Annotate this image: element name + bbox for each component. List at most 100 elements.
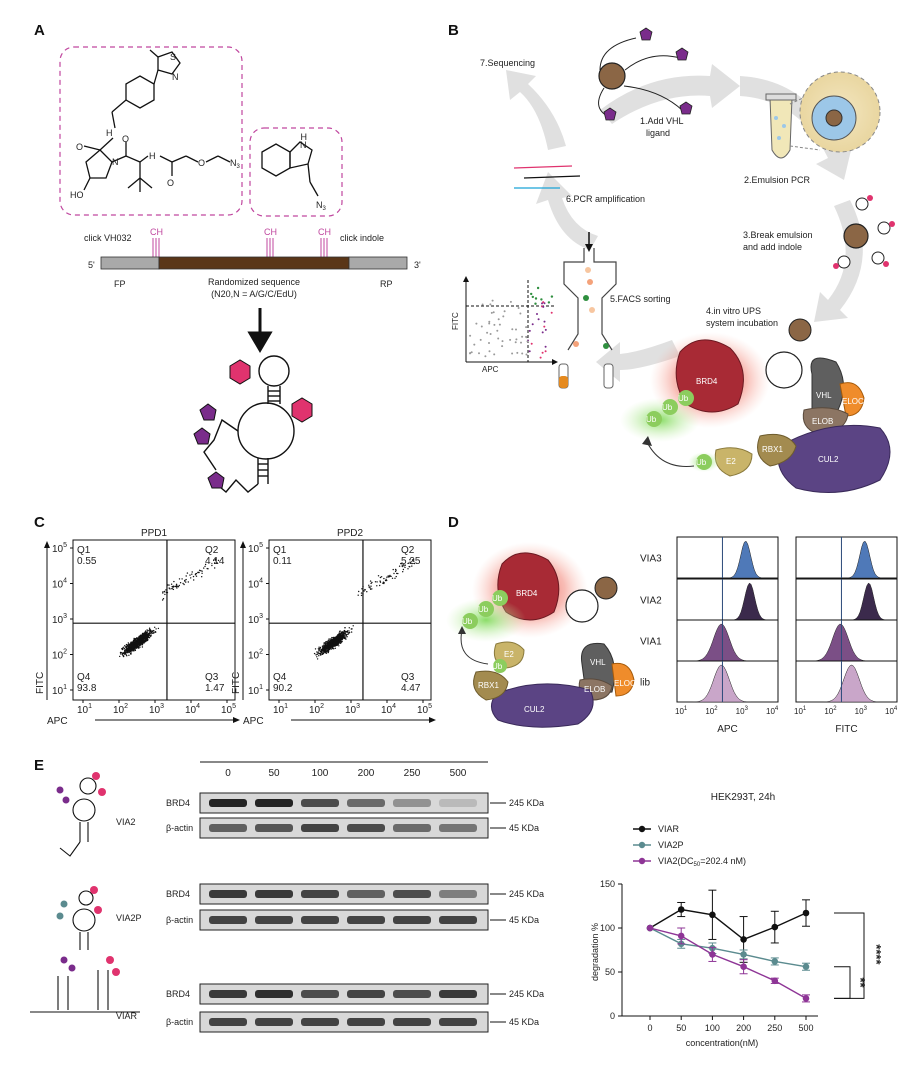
facs-event [204, 565, 206, 568]
panel-d: BRD4 VHL ELOC ELOB CUL2 RBX1 E2 Ub Ub Ub… [446, 536, 898, 735]
facs-event [370, 585, 372, 587]
facs-event [331, 636, 333, 639]
x-axis-label: concentration(nM) [686, 1038, 759, 1048]
panel-d-label: D [448, 514, 459, 531]
blot-conc-label: 200 [358, 768, 375, 779]
data-point [677, 906, 685, 913]
facs-event [213, 559, 215, 562]
mini-facs-dot [531, 323, 534, 326]
svg-text:Ub: Ub [492, 594, 503, 603]
blot-band [393, 824, 431, 832]
mini-facs-dot [528, 329, 531, 332]
blot-band [301, 1018, 339, 1026]
step3-label-a: 3.Break emulsion [743, 230, 813, 240]
x-tick-label: 104 [381, 703, 396, 716]
facs-event [319, 646, 322, 649]
facs-event [409, 561, 411, 563]
blot-membrane [199, 817, 489, 839]
histogram-row-label: VIA2 [640, 596, 662, 607]
facs-event [198, 569, 201, 571]
mini-facs-dot [469, 334, 472, 337]
blot-band [347, 890, 385, 898]
facs-event [329, 645, 332, 648]
facs-event [133, 649, 136, 651]
indole-dashed-box [249, 127, 343, 217]
quadrant-name: Q2 [401, 545, 415, 556]
histogram-frame [676, 578, 779, 621]
facs-event [360, 592, 363, 594]
facs-event [400, 562, 402, 565]
step2-label: 2.Emulsion PCR [744, 175, 811, 185]
facs-event [144, 636, 146, 639]
facs-event [131, 650, 134, 652]
data-point [740, 963, 747, 970]
quadrant-value: 4.47 [401, 683, 421, 694]
histogram-row-label: VIA3 [640, 554, 662, 565]
facs-event [314, 648, 317, 650]
vh032-dashed-box [59, 46, 243, 216]
y-tick-label: 102 [248, 649, 263, 662]
data-point [646, 924, 654, 932]
blot-band [439, 990, 477, 998]
step4-label-b: system incubation [706, 318, 778, 328]
facs-event [380, 576, 383, 578]
quadrant-name: Q1 [273, 545, 287, 556]
y-tick-label: 0 [610, 1011, 615, 1021]
mini-facs-dot [521, 352, 524, 355]
facs-event [327, 641, 329, 643]
facs-event [403, 564, 405, 566]
svg-text:BRD4: BRD4 [516, 589, 538, 598]
blot-name-via2p: VIA2P [116, 913, 142, 923]
facs-event [318, 655, 320, 657]
blot-band [393, 916, 431, 924]
facs-event [176, 587, 178, 589]
mini-facs-dot [490, 311, 493, 314]
legend-label: VIAR [658, 824, 680, 834]
facs-event [322, 652, 324, 654]
histogram-tick-label: 101 [794, 706, 807, 716]
blot-membrane [199, 883, 489, 905]
facs-event [370, 582, 372, 585]
histogram-column-2: 101 102 103 104 FITC [794, 536, 898, 735]
facs-event [343, 632, 345, 635]
mini-facs-dot [550, 311, 553, 314]
mini-facs-dot [497, 318, 500, 321]
mini-facs-dot [493, 323, 496, 326]
facs-event [177, 585, 179, 587]
blot-band [347, 824, 385, 832]
mini-facs-dot [536, 313, 538, 315]
alkyne-bonds [152, 238, 328, 257]
mini-facs-dot-green [530, 292, 533, 296]
quadrant-value: 1.47 [205, 683, 225, 694]
mini-facs-dot [493, 353, 496, 356]
svg-text:VHL: VHL [816, 391, 832, 400]
svg-text:Ub: Ub [492, 662, 503, 671]
blot-name-via2: VIA2 [116, 817, 136, 827]
three-prime: 3' [414, 260, 421, 270]
facs-event [379, 584, 381, 587]
facs-event [328, 645, 330, 647]
svg-text:ELOB: ELOB [812, 417, 833, 426]
mini-facs-dot [541, 331, 544, 334]
facs-event [126, 655, 128, 657]
facs-event [326, 644, 329, 646]
facs-event [148, 631, 151, 633]
step1-label-b: ligand [646, 128, 670, 138]
facs-event [326, 642, 329, 645]
blot-band [209, 990, 247, 998]
histogram-frame [795, 578, 898, 621]
mini-facs-dot [526, 340, 529, 343]
facs-event [318, 646, 320, 648]
mini-facs-dot [544, 345, 547, 348]
facs-event [194, 574, 197, 576]
mini-facs-dot [521, 335, 524, 338]
facs-event [394, 577, 396, 579]
facs-event [398, 565, 401, 567]
facs-event [339, 630, 341, 632]
facs-event [379, 580, 381, 582]
data-point [709, 911, 716, 919]
blot-band [255, 916, 293, 924]
facs-event [325, 644, 327, 646]
x-tick-label: 101 [77, 703, 92, 716]
blot-conc-label: 250 [404, 768, 421, 779]
